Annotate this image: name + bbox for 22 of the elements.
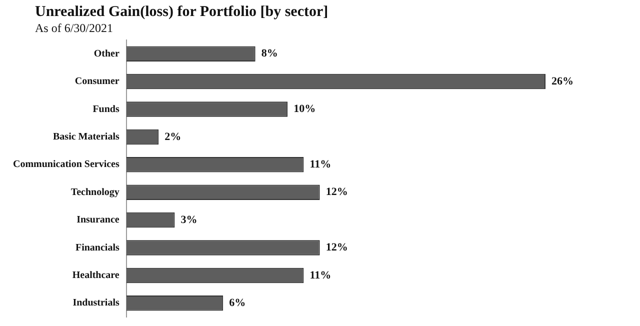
y-tick-label: Insurance	[76, 214, 120, 226]
data-label: 12%	[326, 186, 348, 198]
data-label: 11%	[310, 158, 332, 170]
data-label: 11%	[310, 269, 332, 282]
data-label: 2%	[164, 130, 182, 143]
y-tick-label: Healthcare	[72, 270, 120, 282]
y-tick-label: Technology	[70, 186, 120, 198]
y-tick-label: Funds	[92, 104, 120, 115]
y-tick-label: Basic Materials	[53, 132, 120, 143]
y-tick-label: Financials	[75, 242, 120, 254]
data-label: 12%	[326, 242, 348, 254]
y-tick-label: Communication Services	[12, 159, 120, 170]
y-tick-label: Consumer	[74, 76, 120, 88]
data-label: 8%	[261, 48, 278, 60]
data-label: 3%	[180, 214, 198, 226]
data-label: 10%	[294, 103, 316, 116]
y-tick-label: Other	[94, 48, 120, 60]
chart-title: Unrealized Gain(loss) for Portfolio [by sector]	[35, 4, 328, 21]
data-label: 26%	[552, 75, 574, 88]
y-tick-label: Industrials	[72, 298, 120, 309]
data-label: 6%	[229, 296, 246, 309]
chart-subtitle: As of 6/30/2021	[35, 21, 113, 36]
